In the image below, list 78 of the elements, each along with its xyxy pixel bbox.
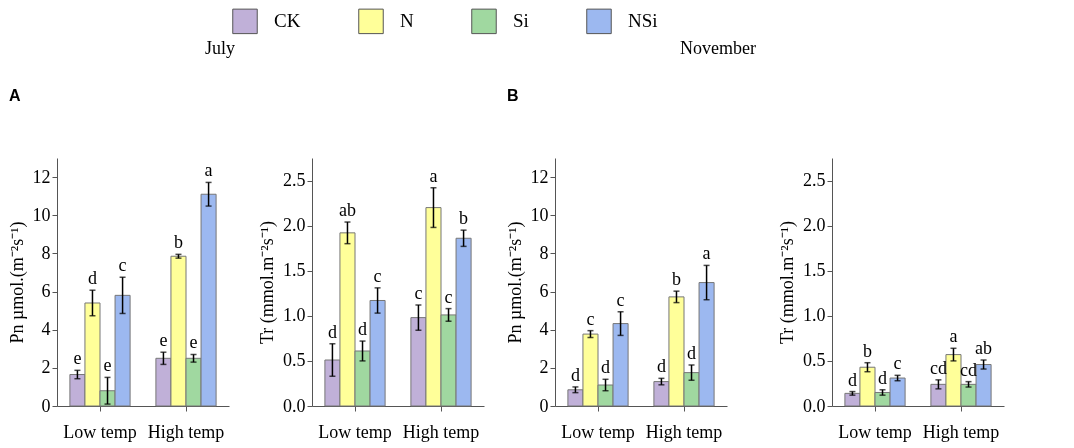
y-tick-label: 4	[41, 319, 51, 340]
data-label: d	[358, 319, 368, 340]
data-label: d	[570, 364, 580, 385]
data-label: d	[687, 342, 697, 363]
legend-label: N	[400, 10, 414, 32]
data-label: c	[414, 283, 423, 303]
y-axis-title: Pn µmol.(m⁻²s⁻¹)	[6, 221, 28, 344]
y-tick-label: 8	[539, 242, 549, 263]
data-label: a	[702, 243, 711, 264]
data-label: cd	[929, 357, 947, 378]
data-label: c	[616, 289, 625, 310]
y-tick-label: 2.5	[283, 170, 306, 191]
chart-title: November	[680, 38, 756, 58]
y-tick-label: 0	[41, 395, 51, 416]
y-tick-label: 10	[32, 204, 51, 225]
data-label: a	[429, 165, 438, 186]
x-tick-label: Low temp	[561, 421, 635, 442]
x-tick-label: Low temp	[63, 421, 137, 442]
data-label: c	[444, 286, 453, 307]
data-label: d	[656, 356, 666, 377]
x-tick-label: High temp	[147, 421, 225, 442]
y-tick-label: 1.5	[803, 260, 826, 281]
y-tick-label: 2	[539, 357, 549, 378]
y-tick-label: 12	[530, 166, 549, 187]
data-label: d	[878, 367, 888, 388]
y-tick-label: 1.0	[803, 305, 826, 326]
y-tick-label: 8	[41, 242, 51, 263]
data-label: d	[601, 357, 611, 378]
chart-title: July	[204, 38, 236, 58]
y-tick-label: 0	[539, 395, 549, 416]
x-tick-label: Low temp	[318, 421, 392, 442]
x-tick-label: Low temp	[838, 421, 912, 442]
data-label: a	[204, 160, 213, 181]
data-label: e	[189, 332, 198, 353]
data-label: c	[373, 265, 382, 286]
legend-label: Si	[513, 10, 529, 32]
data-label: b	[862, 340, 872, 361]
text: A	[9, 87, 21, 104]
y-axis-title: Tr (mmol.m⁻²s⁻¹)	[257, 220, 278, 345]
data-label: e	[103, 355, 112, 376]
data-label: b	[671, 269, 681, 290]
data-label: ab	[338, 200, 356, 221]
y-tick-label: 0.0	[803, 395, 826, 416]
data-label: d	[847, 369, 857, 390]
x-tick-label: High temp	[645, 421, 723, 442]
data-label: b	[459, 208, 469, 229]
data-label: cd	[960, 359, 978, 380]
y-tick-label: 2	[41, 357, 51, 378]
x-tick-label: High temp	[922, 421, 1000, 442]
y-tick-label: 1.5	[283, 260, 306, 281]
data-label: d	[327, 321, 337, 342]
y-tick-label: 6	[41, 281, 51, 302]
y-tick-label: 2.5	[803, 170, 826, 191]
data-label: e	[159, 330, 168, 351]
data-label: a	[949, 326, 958, 347]
data-label: c	[586, 308, 595, 329]
data-label: ab	[975, 338, 993, 359]
y-tick-label: 1.0	[283, 305, 306, 326]
y-axis-title: Pn µmol.(m⁻²s⁻¹)	[504, 221, 526, 344]
y-tick-label: 2.0	[283, 215, 306, 236]
data-label: c	[118, 255, 127, 276]
y-tick-label: 2.0	[803, 215, 826, 236]
y-tick-label: 6	[539, 281, 549, 302]
y-tick-label: 12	[32, 166, 51, 187]
y-tick-label: 0.5	[803, 350, 826, 371]
y-tick-label: 0.5	[283, 350, 306, 371]
data-label: d	[87, 268, 97, 289]
data-label: c	[893, 353, 902, 374]
text: B	[507, 87, 519, 104]
y-tick-label: 10	[530, 204, 549, 225]
y-tick-label: 4	[539, 319, 549, 340]
x-tick-label: High temp	[402, 421, 480, 442]
legend-label: CK	[274, 10, 301, 32]
y-axis-title: Tr (mmol.m⁻²s⁻¹)	[777, 220, 798, 345]
data-label: b	[173, 232, 183, 253]
data-label: e	[73, 348, 82, 369]
legend-label: NSi	[628, 10, 658, 32]
y-tick-label: 0.0	[283, 395, 306, 416]
